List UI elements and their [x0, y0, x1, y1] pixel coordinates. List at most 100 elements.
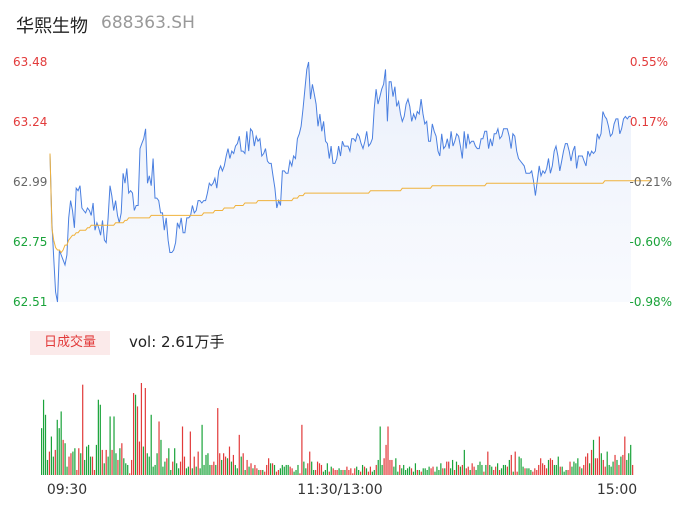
volume-bar: [497, 463, 499, 475]
volume-bar: [176, 463, 178, 475]
volume-bar: [322, 471, 325, 475]
volume-bar: [467, 466, 469, 475]
volume-bar: [178, 468, 180, 475]
volume-bar: [610, 466, 612, 475]
volume-bar: [103, 463, 105, 475]
volume-bar: [162, 466, 164, 475]
volume-bar: [571, 466, 573, 475]
volume-bar: [485, 464, 487, 475]
volume-bar: [213, 461, 215, 475]
volume-bar: [469, 469, 471, 475]
volume-bar: [563, 471, 565, 475]
volume-bar: [144, 388, 146, 475]
volume-bar: [549, 458, 552, 475]
volume-bar: [346, 466, 348, 475]
volume-bar: [234, 464, 236, 475]
volume-bar: [86, 446, 88, 475]
volume-bar: [324, 469, 326, 475]
volume-bar: [436, 466, 438, 475]
volume-bar: [399, 464, 401, 475]
volume-bar: [258, 469, 260, 475]
volume-bar: [440, 463, 442, 475]
volume-bar: [602, 459, 604, 475]
volume-bar: [160, 439, 162, 475]
volume-bar: [594, 458, 597, 475]
volume-bar: [95, 444, 98, 475]
volume-bar: [352, 473, 354, 475]
volume-bar: [526, 468, 528, 475]
pct-tick-label: -0.21%: [630, 175, 672, 189]
volume-bar: [538, 464, 540, 475]
volume-bar: [242, 453, 244, 475]
volume-bar: [616, 459, 618, 475]
volume-bar: [455, 461, 458, 475]
volume-bar: [185, 468, 188, 475]
volume-bar: [334, 469, 336, 475]
volume-bar: [632, 464, 634, 475]
volume-bar: [236, 468, 238, 475]
volume-bar: [446, 461, 448, 475]
volume-bar: [365, 468, 368, 475]
volume-bar: [285, 464, 287, 475]
volume-bar: [119, 448, 121, 475]
volume-bar: [107, 456, 109, 475]
volume-bar: [42, 399, 45, 475]
volume-bar: [371, 471, 373, 475]
volume-bar: [131, 459, 133, 475]
volume-bar: [132, 393, 135, 475]
volume-bar: [260, 469, 262, 475]
volume-bar: [520, 458, 522, 475]
volume-bars: [41, 383, 634, 475]
volume-bar: [129, 473, 131, 475]
volume-bar: [99, 404, 101, 475]
price-tick-label: 62.51: [13, 295, 47, 309]
volume-bar: [406, 468, 409, 475]
volume-bar: [412, 471, 415, 475]
volume-bar: [266, 464, 268, 475]
volume-bar: [264, 471, 266, 475]
volume-bar: [369, 466, 371, 475]
volume-bar: [495, 466, 497, 475]
volume-bar: [41, 428, 43, 475]
volume-bar: [350, 468, 352, 475]
volume-bar: [252, 468, 254, 475]
volume-bar: [551, 459, 554, 475]
volume-bar: [205, 454, 207, 475]
volume-bar: [232, 454, 235, 475]
volume-bar: [487, 451, 489, 475]
volume-bar: [332, 468, 334, 475]
volume-bar: [540, 458, 542, 475]
volume-bar: [358, 469, 360, 475]
volume-bar: [54, 449, 56, 475]
volume-bar: [567, 469, 569, 475]
volume-bar: [56, 419, 58, 475]
volume-bar: [230, 461, 233, 475]
volume-bar: [50, 436, 52, 475]
volume-bar: [262, 469, 264, 475]
volume-bar: [448, 461, 450, 475]
daily-volume-badge: 日成交量: [30, 331, 110, 355]
volume-bar: [438, 469, 440, 475]
volume-bar: [545, 468, 548, 475]
volume-bar: [373, 469, 375, 475]
volume-bar: [174, 448, 176, 475]
volume-bar: [579, 466, 581, 475]
volume-bar: [148, 456, 150, 475]
volume-bar: [577, 458, 579, 475]
volume-bar: [136, 406, 139, 475]
volume-bar: [514, 451, 516, 475]
pct-tick-label: 0.17%: [630, 115, 668, 129]
volume-bar: [542, 463, 544, 475]
volume-bar: [91, 456, 94, 475]
volume-bar: [565, 469, 567, 475]
volume-bar: [361, 464, 364, 475]
volume-bar: [183, 456, 186, 475]
volume-bar: [518, 456, 520, 475]
volume-bar: [477, 464, 479, 475]
volume-bar: [309, 451, 311, 475]
stock-name: 华熙生物: [16, 16, 88, 37]
volume-bar: [587, 453, 589, 475]
volume-bar: [195, 466, 197, 475]
volume-bar: [620, 456, 622, 475]
volume-bar: [313, 469, 315, 475]
